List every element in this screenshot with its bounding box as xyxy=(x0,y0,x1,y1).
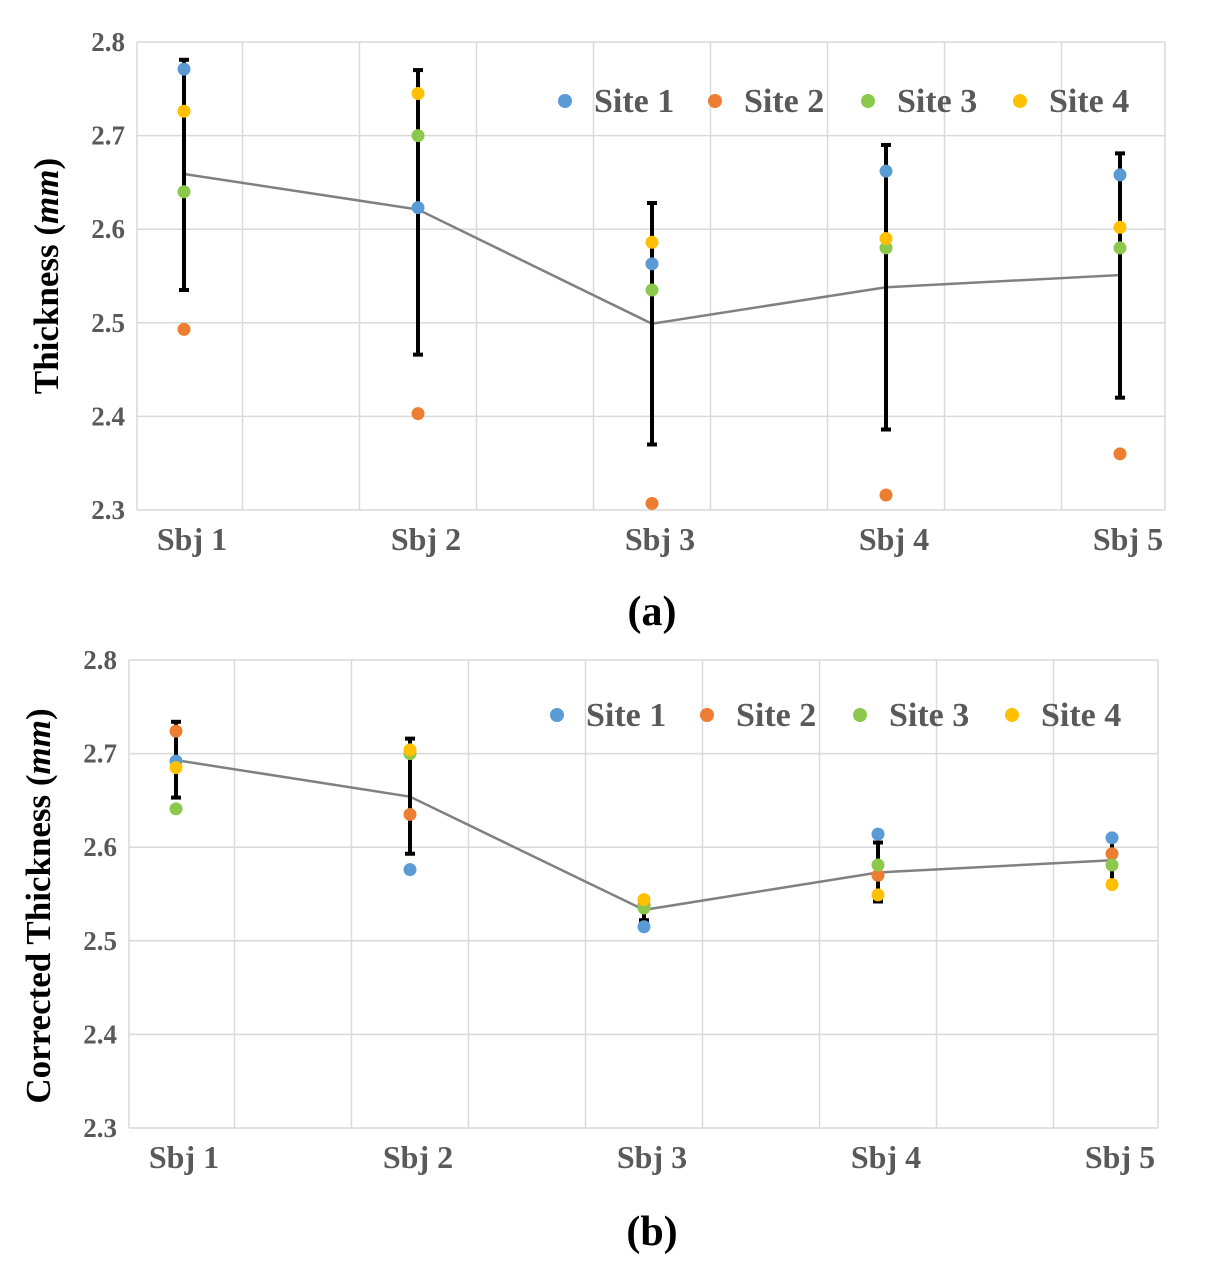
data-point-site-3 xyxy=(871,858,885,872)
legend-label: Site 3 xyxy=(889,697,969,734)
x-tick-label: Sbj 5 xyxy=(1085,1139,1155,1175)
data-point-site-2 xyxy=(1113,447,1127,461)
data-point-site-2 xyxy=(871,868,885,882)
data-point-site-3 xyxy=(169,802,183,816)
data-point-site-2 xyxy=(177,322,191,336)
x-tick-label: Sbj 1 xyxy=(149,1139,219,1175)
data-point-site-1 xyxy=(1113,168,1127,182)
legend-label: Site 4 xyxy=(1049,83,1129,120)
data-point-site-1 xyxy=(1105,831,1119,845)
x-tick-label: Sbj 3 xyxy=(617,1139,687,1175)
y-axis-label-text: Corrected Thickness ( xyxy=(19,774,58,1103)
data-point-site-1 xyxy=(871,827,885,841)
legend-marker-site-4 xyxy=(1005,708,1019,722)
legend-label: Site 4 xyxy=(1041,697,1121,734)
x-tick-label: Sbj 2 xyxy=(391,521,461,557)
data-point-site-4 xyxy=(411,86,425,100)
legend-marker-site-2 xyxy=(700,708,714,722)
y-tick-label: 2.5 xyxy=(91,308,125,338)
data-point-site-3 xyxy=(1105,858,1119,872)
y-axis-label-text: Thickness ( xyxy=(27,224,66,394)
data-point-site-1 xyxy=(879,164,893,178)
data-point-site-4 xyxy=(169,761,183,775)
data-point-site-3 xyxy=(411,129,425,143)
data-point-site-4 xyxy=(1113,220,1127,234)
y-axis-label-unit: mm xyxy=(27,170,66,224)
y-axis-label-unit: mm xyxy=(19,720,58,774)
data-point-site-3 xyxy=(645,283,659,297)
data-point-site-2 xyxy=(879,488,893,502)
data-point-site-4 xyxy=(1105,878,1119,892)
x-tick-label: Sbj 3 xyxy=(625,521,695,557)
data-point-site-1 xyxy=(403,863,417,877)
y-tick-label: 2.3 xyxy=(91,495,125,525)
data-point-site-3 xyxy=(1113,241,1127,255)
data-point-site-1 xyxy=(177,62,191,76)
data-point-site-1 xyxy=(645,257,659,271)
y-tick-label: 2.3 xyxy=(83,1113,117,1143)
data-point-site-4 xyxy=(645,235,659,249)
legend-marker-site-1 xyxy=(558,94,572,108)
y-tick-label: 2.6 xyxy=(91,214,125,244)
data-point-site-3 xyxy=(879,241,893,255)
data-point-site-1 xyxy=(411,201,425,215)
y-tick-label: 2.6 xyxy=(83,832,117,862)
legend-marker-site-2 xyxy=(708,94,722,108)
x-tick-label: Sbj 5 xyxy=(1093,521,1163,557)
x-tick-label: Sbj 2 xyxy=(383,1139,453,1175)
legend-label: Site 3 xyxy=(897,83,977,120)
legend-marker-site-4 xyxy=(1013,94,1027,108)
panel-label: (b) xyxy=(626,1209,677,1255)
data-point-site-2 xyxy=(411,407,425,421)
x-tick-label: Sbj 4 xyxy=(859,521,929,557)
y-tick-label: 2.8 xyxy=(83,645,117,675)
data-point-site-4 xyxy=(879,232,893,246)
data-point-site-3 xyxy=(177,185,191,199)
y-tick-label: 2.7 xyxy=(91,121,125,151)
y-tick-label: 2.8 xyxy=(91,27,125,57)
y-tick-label: 2.5 xyxy=(83,926,117,956)
data-point-site-4 xyxy=(637,893,651,907)
data-point-site-2 xyxy=(645,496,659,510)
panel-label: (a) xyxy=(628,589,677,635)
mean-line xyxy=(175,758,1113,912)
legend-label: Site 2 xyxy=(744,83,824,120)
legend-marker-site-3 xyxy=(861,94,875,108)
legend-marker-site-3 xyxy=(853,708,867,722)
y-axis-label-close: ) xyxy=(27,158,66,170)
y-tick-label: 2.4 xyxy=(83,1019,117,1049)
legend-label: Site 1 xyxy=(586,697,666,734)
data-point-site-4 xyxy=(871,888,885,902)
data-point-site-4 xyxy=(403,743,417,757)
y-axis-label: Corrected Thickness (mm) xyxy=(19,708,58,1103)
data-point-site-4 xyxy=(177,104,191,118)
y-axis-label: Thickness (mm) xyxy=(27,158,66,394)
data-point-site-2 xyxy=(1105,847,1119,861)
data-point-site-2 xyxy=(403,807,417,821)
legend-label: Site 1 xyxy=(594,83,674,120)
legend-label: Site 2 xyxy=(736,697,816,734)
y-tick-label: 2.7 xyxy=(83,739,117,769)
y-tick-label: 2.4 xyxy=(91,401,125,431)
data-point-site-1 xyxy=(637,920,651,934)
chart-panel-a: 2.3 2.4 2.5 2.6 2.7 2.8 Sbj 1 Sbj 2 Sbj 3 Sbj 4 Sb… xyxy=(27,27,1166,635)
x-tick-label: Sbj 4 xyxy=(851,1139,921,1175)
y-axis-label-close: ) xyxy=(19,708,58,720)
legend-marker-site-1 xyxy=(550,708,564,722)
data-point-site-2 xyxy=(169,724,183,738)
x-tick-label: Sbj 1 xyxy=(157,521,227,557)
chart-panel-b: 2.3 2.4 2.5 2.6 2.7 2.8 Sbj 1 Sbj 2 Sbj 3 Sbj 4 Sb… xyxy=(19,645,1159,1255)
